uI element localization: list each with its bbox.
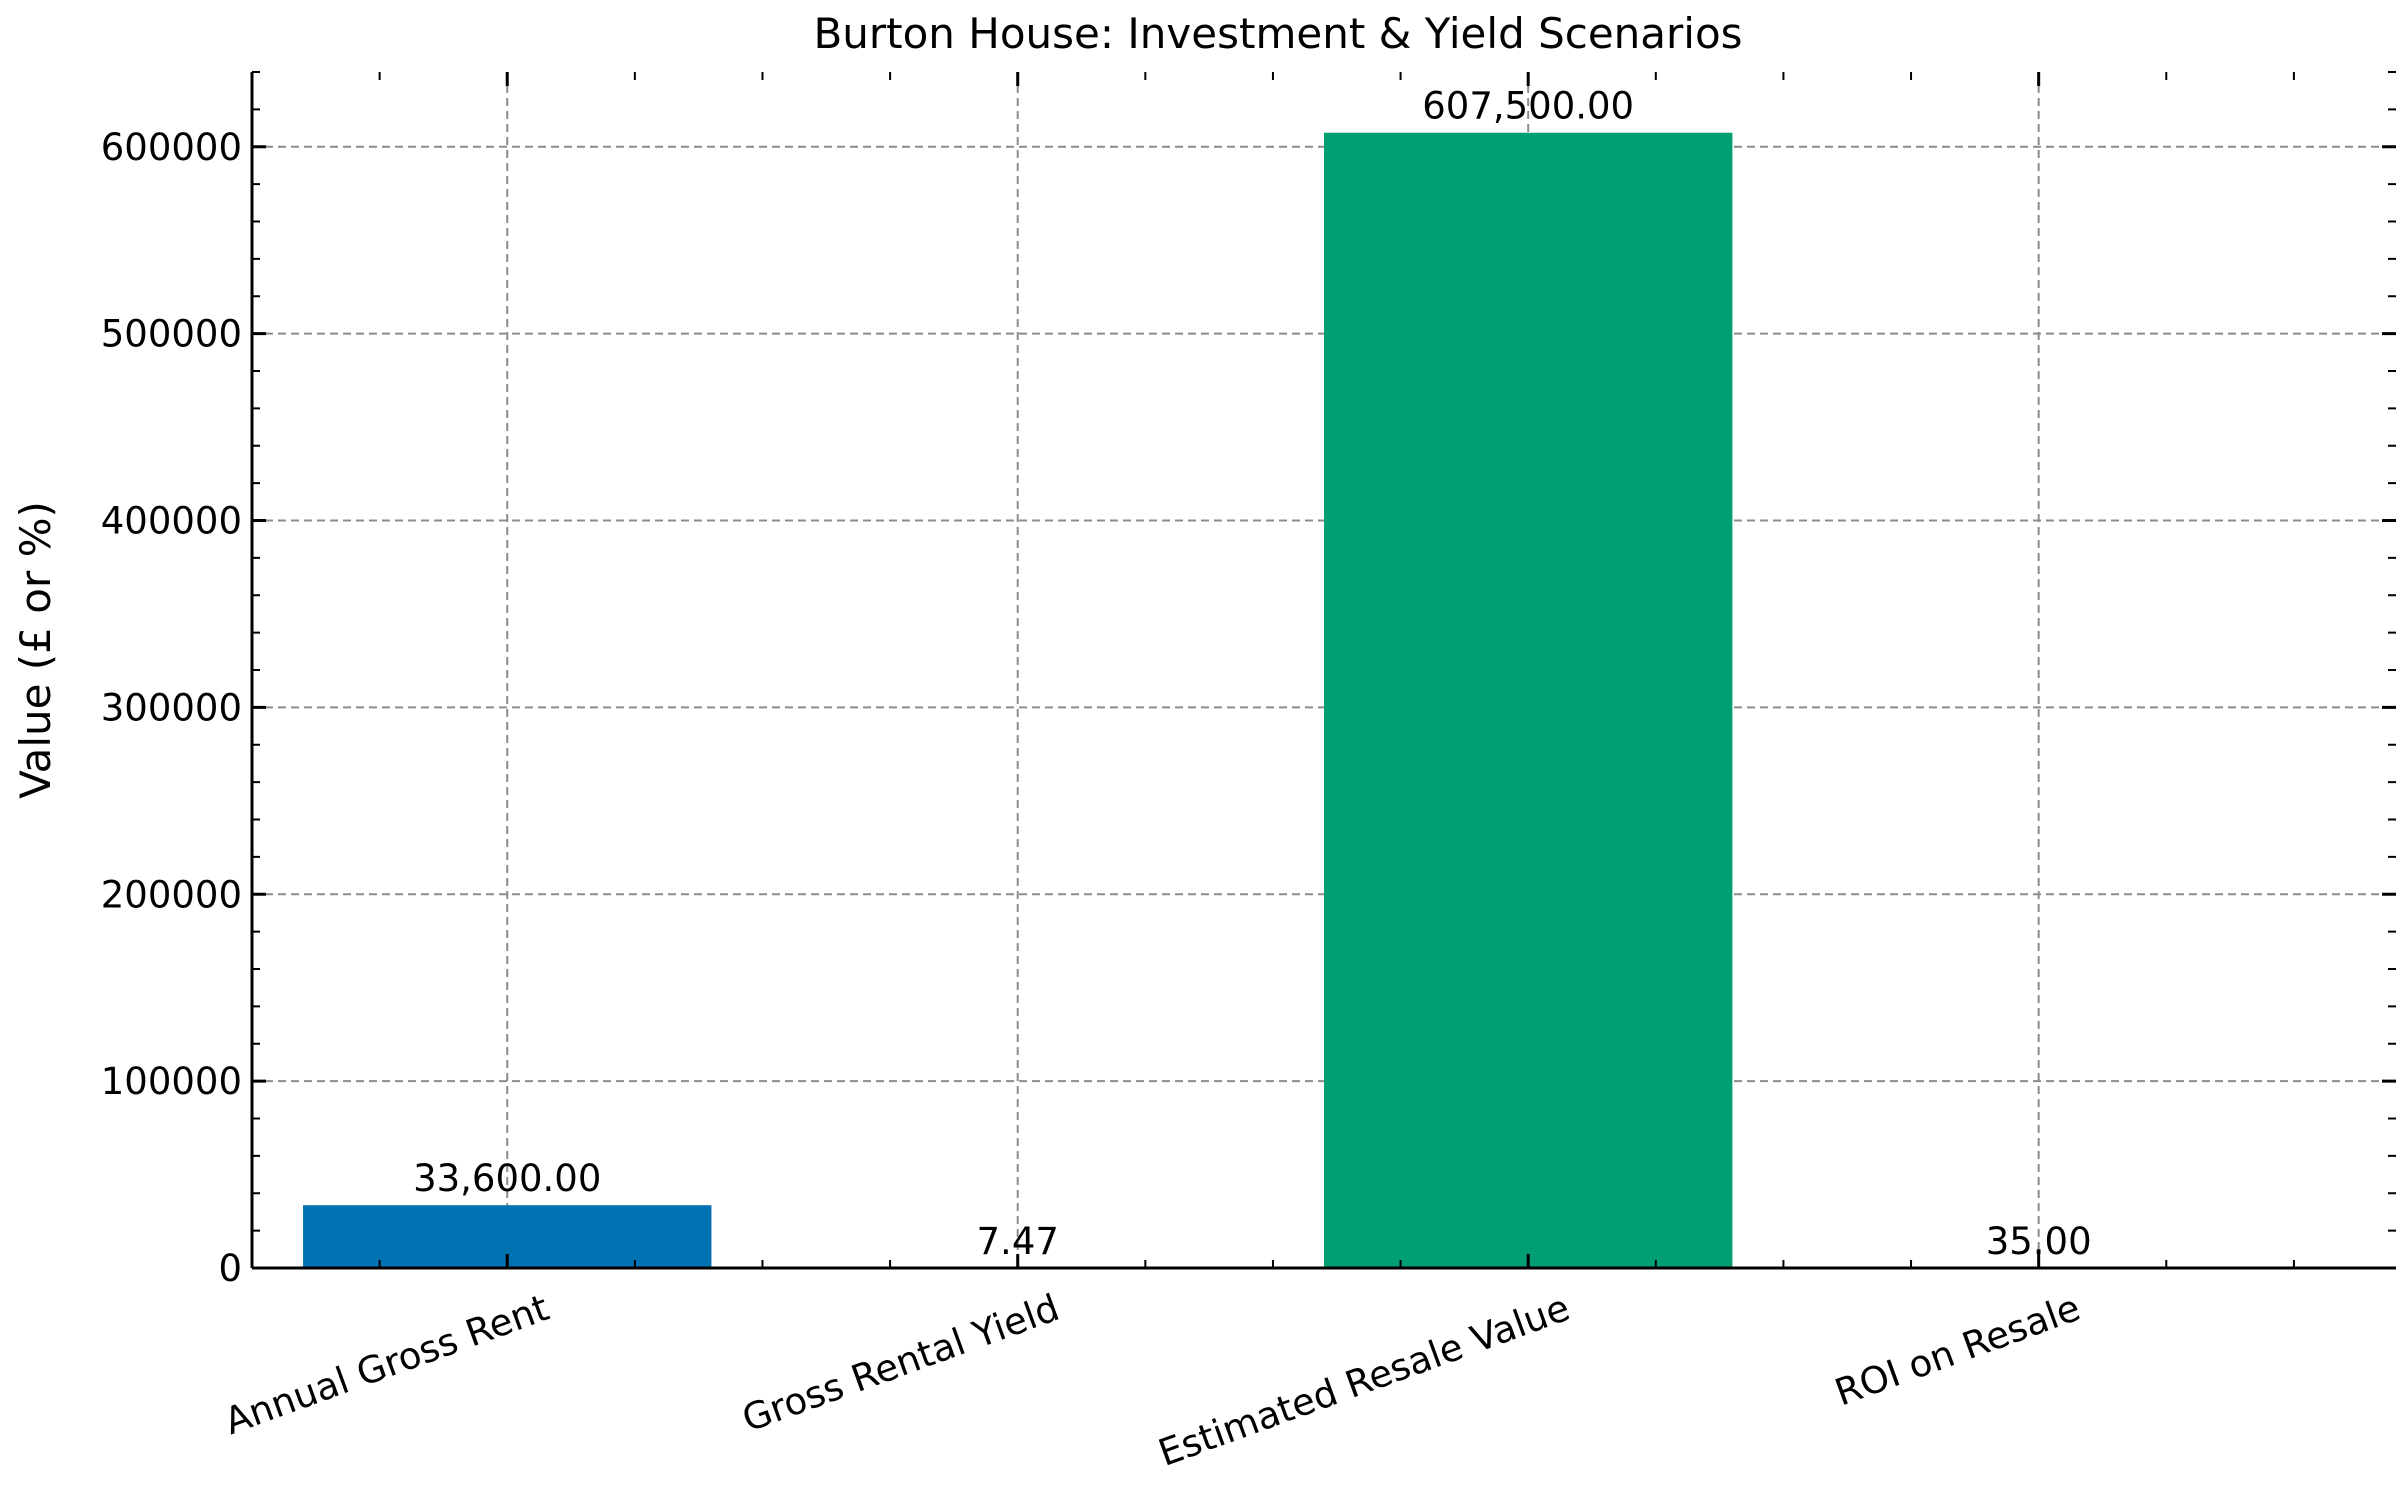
chart-title: Burton House: Investment & Yield Scenari… (813, 9, 1742, 58)
y-tick-label: 300000 (101, 686, 242, 729)
y-tick-label: 200000 (101, 873, 242, 916)
y-tick-label: 0 (218, 1247, 242, 1290)
data-label-2: 7.47 (977, 1220, 1059, 1263)
y-tick-label: 100000 (101, 1060, 242, 1103)
data-label-1: 33,600.00 (413, 1157, 601, 1200)
y-tick-label: 500000 (101, 313, 242, 356)
y-tick-labels: 0 100000 200000 300000 400000 500000 600000 (101, 126, 242, 1290)
y-tick-label: 600000 (101, 126, 242, 169)
bar-3 (1324, 132, 1733, 1268)
ticks (251, 71, 2396, 1270)
y-axis-label: Value (£ or %) (11, 501, 60, 799)
data-label-3: 607,500.00 (1422, 85, 1634, 128)
bars (303, 132, 2243, 1268)
y-tick-label: 400000 (101, 500, 242, 543)
data-labels: 33,600.00 7.47 607,500.00 35.00 (413, 85, 2092, 1263)
data-label-4: 35.00 (1986, 1220, 2092, 1263)
